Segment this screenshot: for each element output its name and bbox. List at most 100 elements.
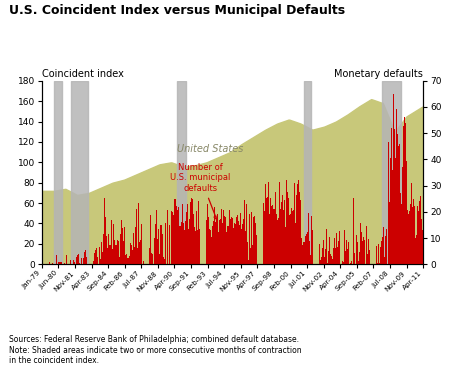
- Bar: [361, 232, 362, 264]
- Bar: [180, 226, 181, 264]
- Bar: [59, 262, 60, 264]
- Bar: [289, 215, 290, 264]
- Bar: [328, 251, 329, 264]
- Bar: [206, 221, 207, 264]
- Bar: [297, 184, 298, 264]
- Bar: [313, 263, 314, 264]
- Bar: [221, 210, 222, 264]
- Bar: [305, 236, 306, 264]
- Bar: [93, 261, 94, 264]
- Bar: [238, 221, 239, 264]
- Bar: [299, 192, 300, 264]
- Bar: [73, 260, 74, 264]
- Bar: [364, 240, 365, 264]
- Bar: [134, 247, 135, 264]
- Bar: [161, 225, 162, 264]
- Bar: [154, 238, 155, 264]
- Bar: [144, 240, 145, 264]
- Bar: [114, 240, 115, 264]
- Bar: [124, 226, 125, 264]
- Bar: [228, 226, 229, 264]
- Bar: [132, 250, 133, 264]
- Bar: [389, 201, 390, 264]
- Bar: [403, 126, 404, 264]
- Bar: [139, 242, 140, 264]
- Bar: [204, 221, 205, 264]
- Bar: [237, 215, 238, 264]
- Bar: [336, 233, 337, 264]
- Bar: [232, 218, 233, 264]
- Bar: [218, 232, 219, 264]
- Bar: [96, 248, 97, 264]
- Bar: [268, 182, 269, 264]
- Bar: [169, 225, 170, 264]
- Bar: [304, 242, 305, 264]
- Bar: [396, 109, 397, 264]
- Text: Number of
U.S. municipal
defaults: Number of U.S. municipal defaults: [171, 163, 231, 219]
- Bar: [157, 239, 158, 264]
- Bar: [307, 232, 308, 264]
- Bar: [285, 227, 286, 264]
- Bar: [398, 146, 399, 264]
- Bar: [255, 224, 256, 264]
- Bar: [195, 230, 196, 264]
- Bar: [287, 192, 288, 264]
- Bar: [286, 180, 287, 264]
- Bar: [108, 234, 109, 264]
- Bar: [172, 211, 173, 264]
- Bar: [292, 211, 293, 264]
- Bar: [317, 247, 318, 264]
- Bar: [152, 253, 153, 264]
- Bar: [265, 211, 266, 264]
- Bar: [404, 117, 405, 264]
- Bar: [301, 237, 302, 264]
- Bar: [229, 210, 230, 264]
- Bar: [284, 200, 285, 264]
- Bar: [406, 161, 407, 264]
- Bar: [230, 219, 231, 264]
- Bar: [318, 260, 319, 264]
- Bar: [136, 209, 137, 264]
- Bar: [382, 237, 383, 264]
- Bar: [351, 261, 352, 264]
- Bar: [275, 192, 276, 264]
- Bar: [279, 182, 280, 264]
- Bar: [231, 217, 232, 264]
- Bar: [109, 245, 110, 264]
- Bar: [363, 237, 364, 264]
- Bar: [345, 251, 346, 264]
- Bar: [159, 254, 160, 264]
- Bar: [85, 250, 86, 264]
- Bar: [354, 253, 355, 264]
- Bar: [319, 244, 320, 264]
- Bar: [111, 220, 112, 264]
- Bar: [64, 263, 65, 264]
- Bar: [250, 248, 251, 264]
- Bar: [137, 248, 138, 264]
- Bar: [177, 81, 186, 264]
- Bar: [125, 255, 126, 264]
- Bar: [293, 210, 294, 264]
- Bar: [129, 257, 130, 264]
- Bar: [115, 245, 116, 264]
- Bar: [261, 203, 262, 264]
- Bar: [392, 170, 393, 264]
- Bar: [291, 208, 292, 264]
- Bar: [102, 252, 103, 264]
- Bar: [329, 237, 330, 264]
- Bar: [198, 201, 199, 264]
- Bar: [49, 262, 50, 264]
- Text: U.S. Coincident Index versus Municipal Defaults: U.S. Coincident Index versus Municipal D…: [9, 4, 345, 17]
- Bar: [414, 206, 415, 264]
- Bar: [388, 142, 389, 264]
- Bar: [310, 255, 311, 264]
- Bar: [189, 219, 190, 264]
- Bar: [411, 183, 412, 264]
- Bar: [264, 203, 265, 264]
- Bar: [140, 224, 141, 264]
- Bar: [223, 210, 224, 264]
- Bar: [121, 220, 122, 264]
- Bar: [269, 214, 270, 264]
- Text: United States: United States: [177, 144, 244, 154]
- Bar: [358, 261, 359, 264]
